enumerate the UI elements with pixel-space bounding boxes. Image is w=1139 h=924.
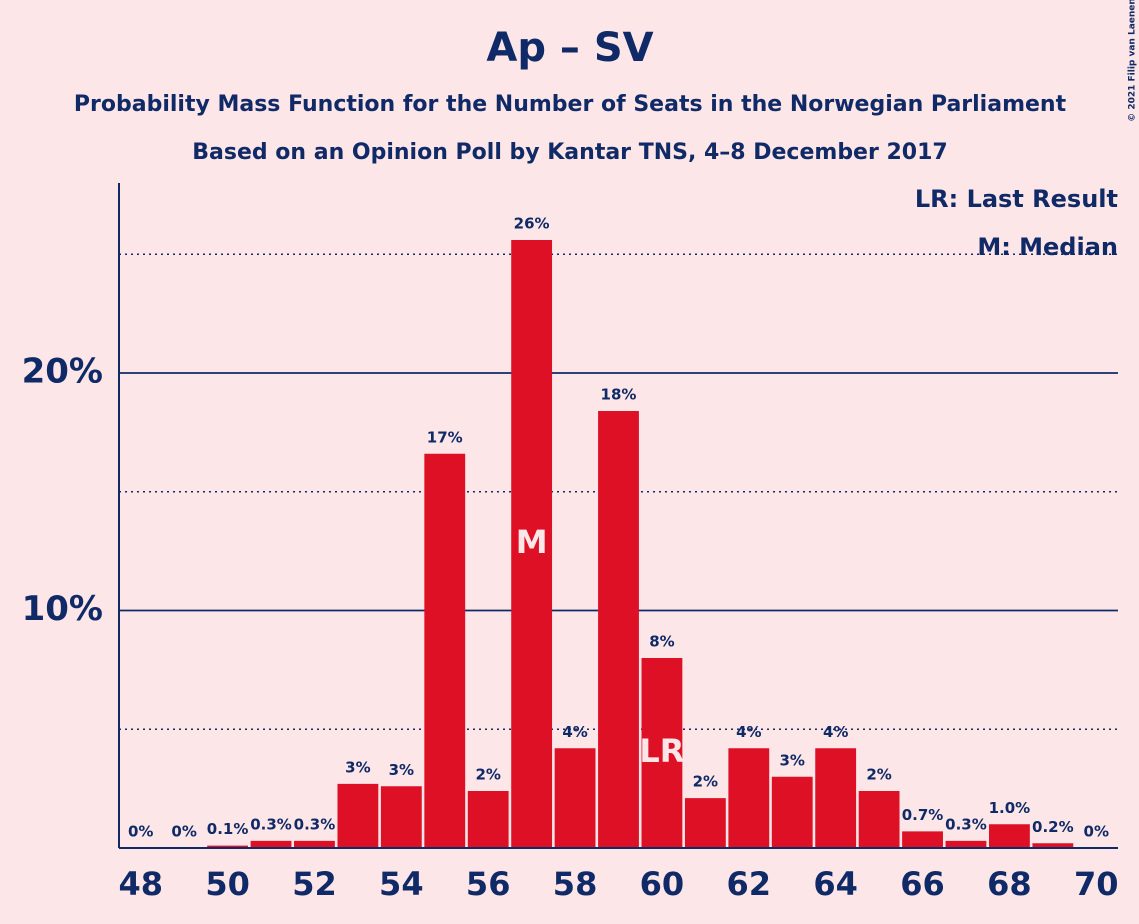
value-label: 26%	[514, 215, 550, 233]
value-label: 0.3%	[945, 815, 987, 833]
bar	[337, 783, 379, 848]
x-tick-label: 64	[813, 865, 858, 903]
legend-entry: M: Median	[977, 233, 1118, 261]
x-tick-label: 54	[379, 865, 424, 903]
bar	[294, 840, 335, 848]
bar	[902, 831, 943, 848]
y-tick-label: 10%	[22, 589, 103, 629]
value-label: 2%	[693, 773, 718, 791]
bar	[858, 791, 900, 848]
bar	[1032, 843, 1074, 848]
value-label: 2%	[866, 766, 891, 784]
bar	[424, 453, 466, 848]
value-label: 0.3%	[250, 815, 292, 833]
x-tick-label: 52	[292, 865, 337, 903]
x-tick-label: 60	[640, 865, 685, 903]
credit: © 2021 Filip van Laenen	[1128, 0, 1138, 122]
bar	[771, 776, 813, 848]
chart-subtitle: Based on an Opinion Poll by Kantar TNS, …	[192, 140, 947, 165]
x-tick-label: 70	[1074, 865, 1119, 903]
value-label: 0%	[128, 823, 153, 841]
value-label: 8%	[649, 633, 674, 651]
bar	[207, 845, 249, 848]
x-tick-label: 56	[466, 865, 511, 903]
x-tick-label: 58	[553, 865, 598, 903]
value-label: 0.3%	[294, 815, 336, 833]
bar	[467, 791, 509, 848]
bar	[598, 411, 639, 848]
legend-entry: LR: Last Result	[915, 185, 1118, 213]
value-label: 0%	[1084, 823, 1109, 841]
bar	[250, 840, 292, 848]
x-tick-label: 66	[900, 865, 945, 903]
bar	[641, 658, 683, 848]
value-label: 3%	[389, 761, 414, 779]
value-label: 0%	[171, 823, 196, 841]
value-label: 18%	[601, 386, 637, 404]
bar	[815, 748, 857, 848]
x-tick-label: 68	[987, 865, 1032, 903]
chart-title: Ap – SV	[486, 25, 653, 71]
y-tick-label: 20%	[22, 352, 103, 392]
x-tick-label: 62	[727, 865, 772, 903]
value-label: 3%	[345, 758, 370, 776]
bar-annotation: LR	[639, 732, 684, 770]
value-label: 17%	[427, 428, 463, 446]
value-label: 3%	[780, 751, 805, 769]
value-label: 1.0%	[989, 799, 1031, 817]
x-tick-label: 48	[118, 865, 163, 903]
bar	[945, 840, 987, 848]
value-label: 0.2%	[1032, 818, 1074, 836]
value-label: 4%	[736, 723, 761, 741]
bar	[988, 824, 1030, 848]
value-label: 0.1%	[207, 820, 249, 838]
bar	[728, 748, 770, 848]
bar	[554, 748, 596, 848]
x-tick-label: 50	[205, 865, 250, 903]
bar-annotation: M	[516, 523, 548, 561]
value-label: 0.7%	[902, 806, 944, 824]
value-label: 4%	[562, 723, 587, 741]
bar	[380, 786, 422, 848]
chart-subtitle: Probability Mass Function for the Number…	[74, 92, 1067, 117]
bar	[684, 798, 726, 848]
value-label: 4%	[823, 723, 848, 741]
value-label: 2%	[475, 766, 500, 784]
bar	[511, 240, 553, 848]
